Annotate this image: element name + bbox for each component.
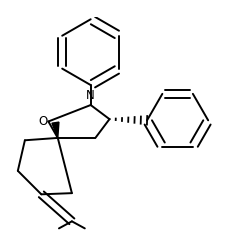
Text: N: N bbox=[86, 89, 95, 102]
Text: O: O bbox=[38, 115, 47, 128]
Polygon shape bbox=[52, 122, 59, 138]
